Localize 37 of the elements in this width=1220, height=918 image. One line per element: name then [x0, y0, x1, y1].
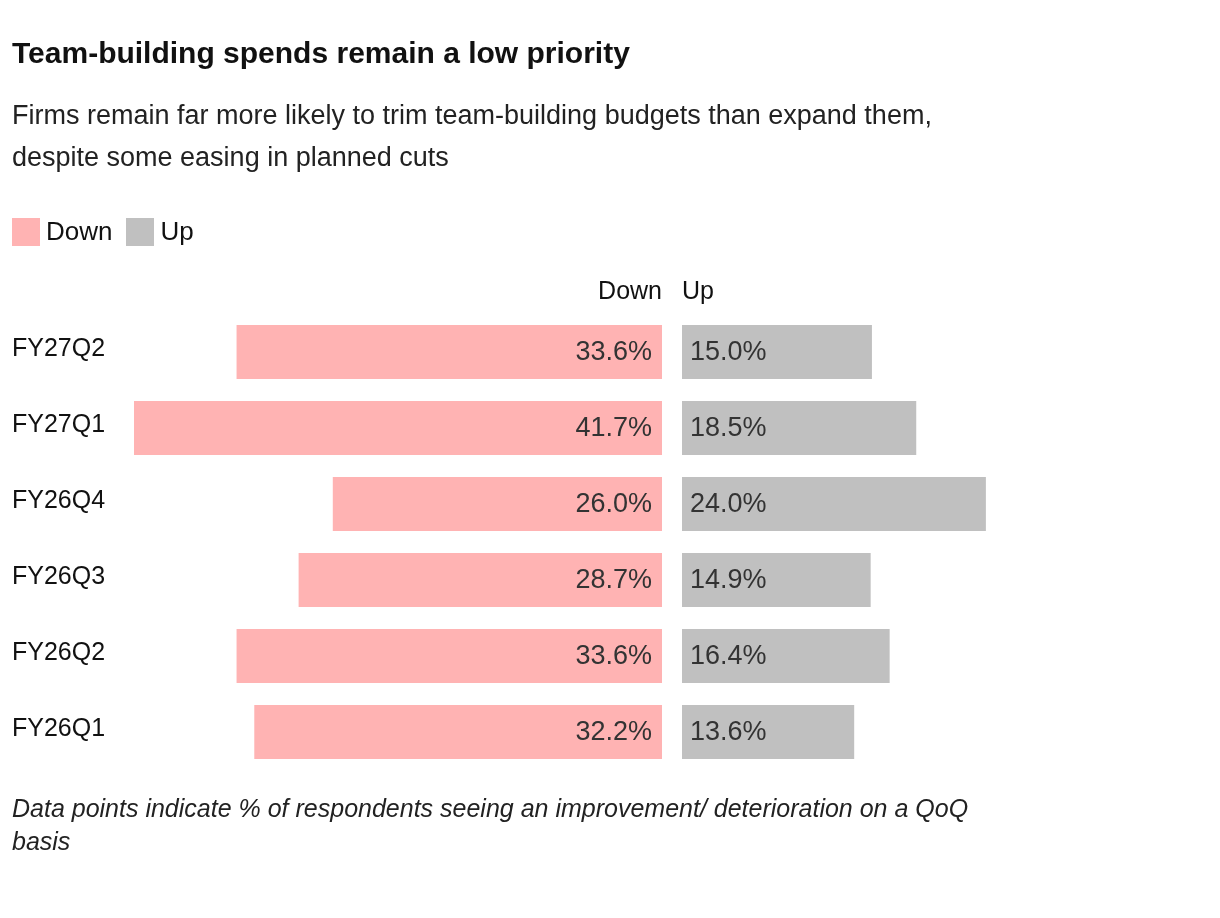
bar — [682, 553, 871, 607]
bar — [682, 629, 890, 683]
data-label: 26.0% — [575, 488, 652, 518]
data-label: 41.7% — [575, 412, 652, 442]
data-label: 33.6% — [575, 640, 652, 670]
y-tick-label: FY27Q2 — [12, 333, 106, 361]
y-tick-label: FY26Q4 — [12, 485, 106, 513]
data-label: 16.4% — [690, 640, 767, 670]
bar — [134, 401, 662, 455]
text: Down — [598, 276, 662, 304]
data-label: 18.5% — [690, 412, 767, 442]
bar — [236, 629, 662, 683]
legend-label: Down — [46, 216, 113, 247]
y-tick-label: FY27Q1 — [12, 409, 106, 437]
data-label: 24.0% — [690, 488, 767, 518]
bar — [298, 553, 662, 607]
data-label: 28.7% — [575, 564, 652, 594]
data-label: 15.0% — [690, 336, 767, 366]
bar — [236, 325, 662, 379]
legend-label: Up — [160, 216, 194, 247]
bar — [332, 477, 662, 531]
data-label: 14.9% — [690, 564, 767, 594]
data-label: 33.6% — [575, 336, 652, 366]
bar — [682, 401, 917, 455]
y-tick-label: FY26Q3 — [12, 561, 106, 589]
chart-title: Team-building spends remain a low priority — [12, 35, 631, 71]
data-label: 32.2% — [575, 716, 652, 746]
y-tick-label: FY26Q2 — [12, 637, 106, 665]
bar — [682, 705, 855, 759]
y-tick-label: FY26Q1 — [12, 713, 106, 741]
bar — [682, 477, 986, 531]
text: Up — [682, 276, 714, 304]
data-label: 13.6% — [690, 716, 767, 746]
bar — [254, 705, 662, 759]
bar — [682, 325, 872, 379]
text: Data points indicate % of respondents seeing an improvement/ deterioration on a QoQ basis — [12, 793, 970, 857]
chart-subtitle: Firms remain far more likely to trim team-building budgets than expand them, despite some easing in planned cuts — [12, 99, 933, 174]
